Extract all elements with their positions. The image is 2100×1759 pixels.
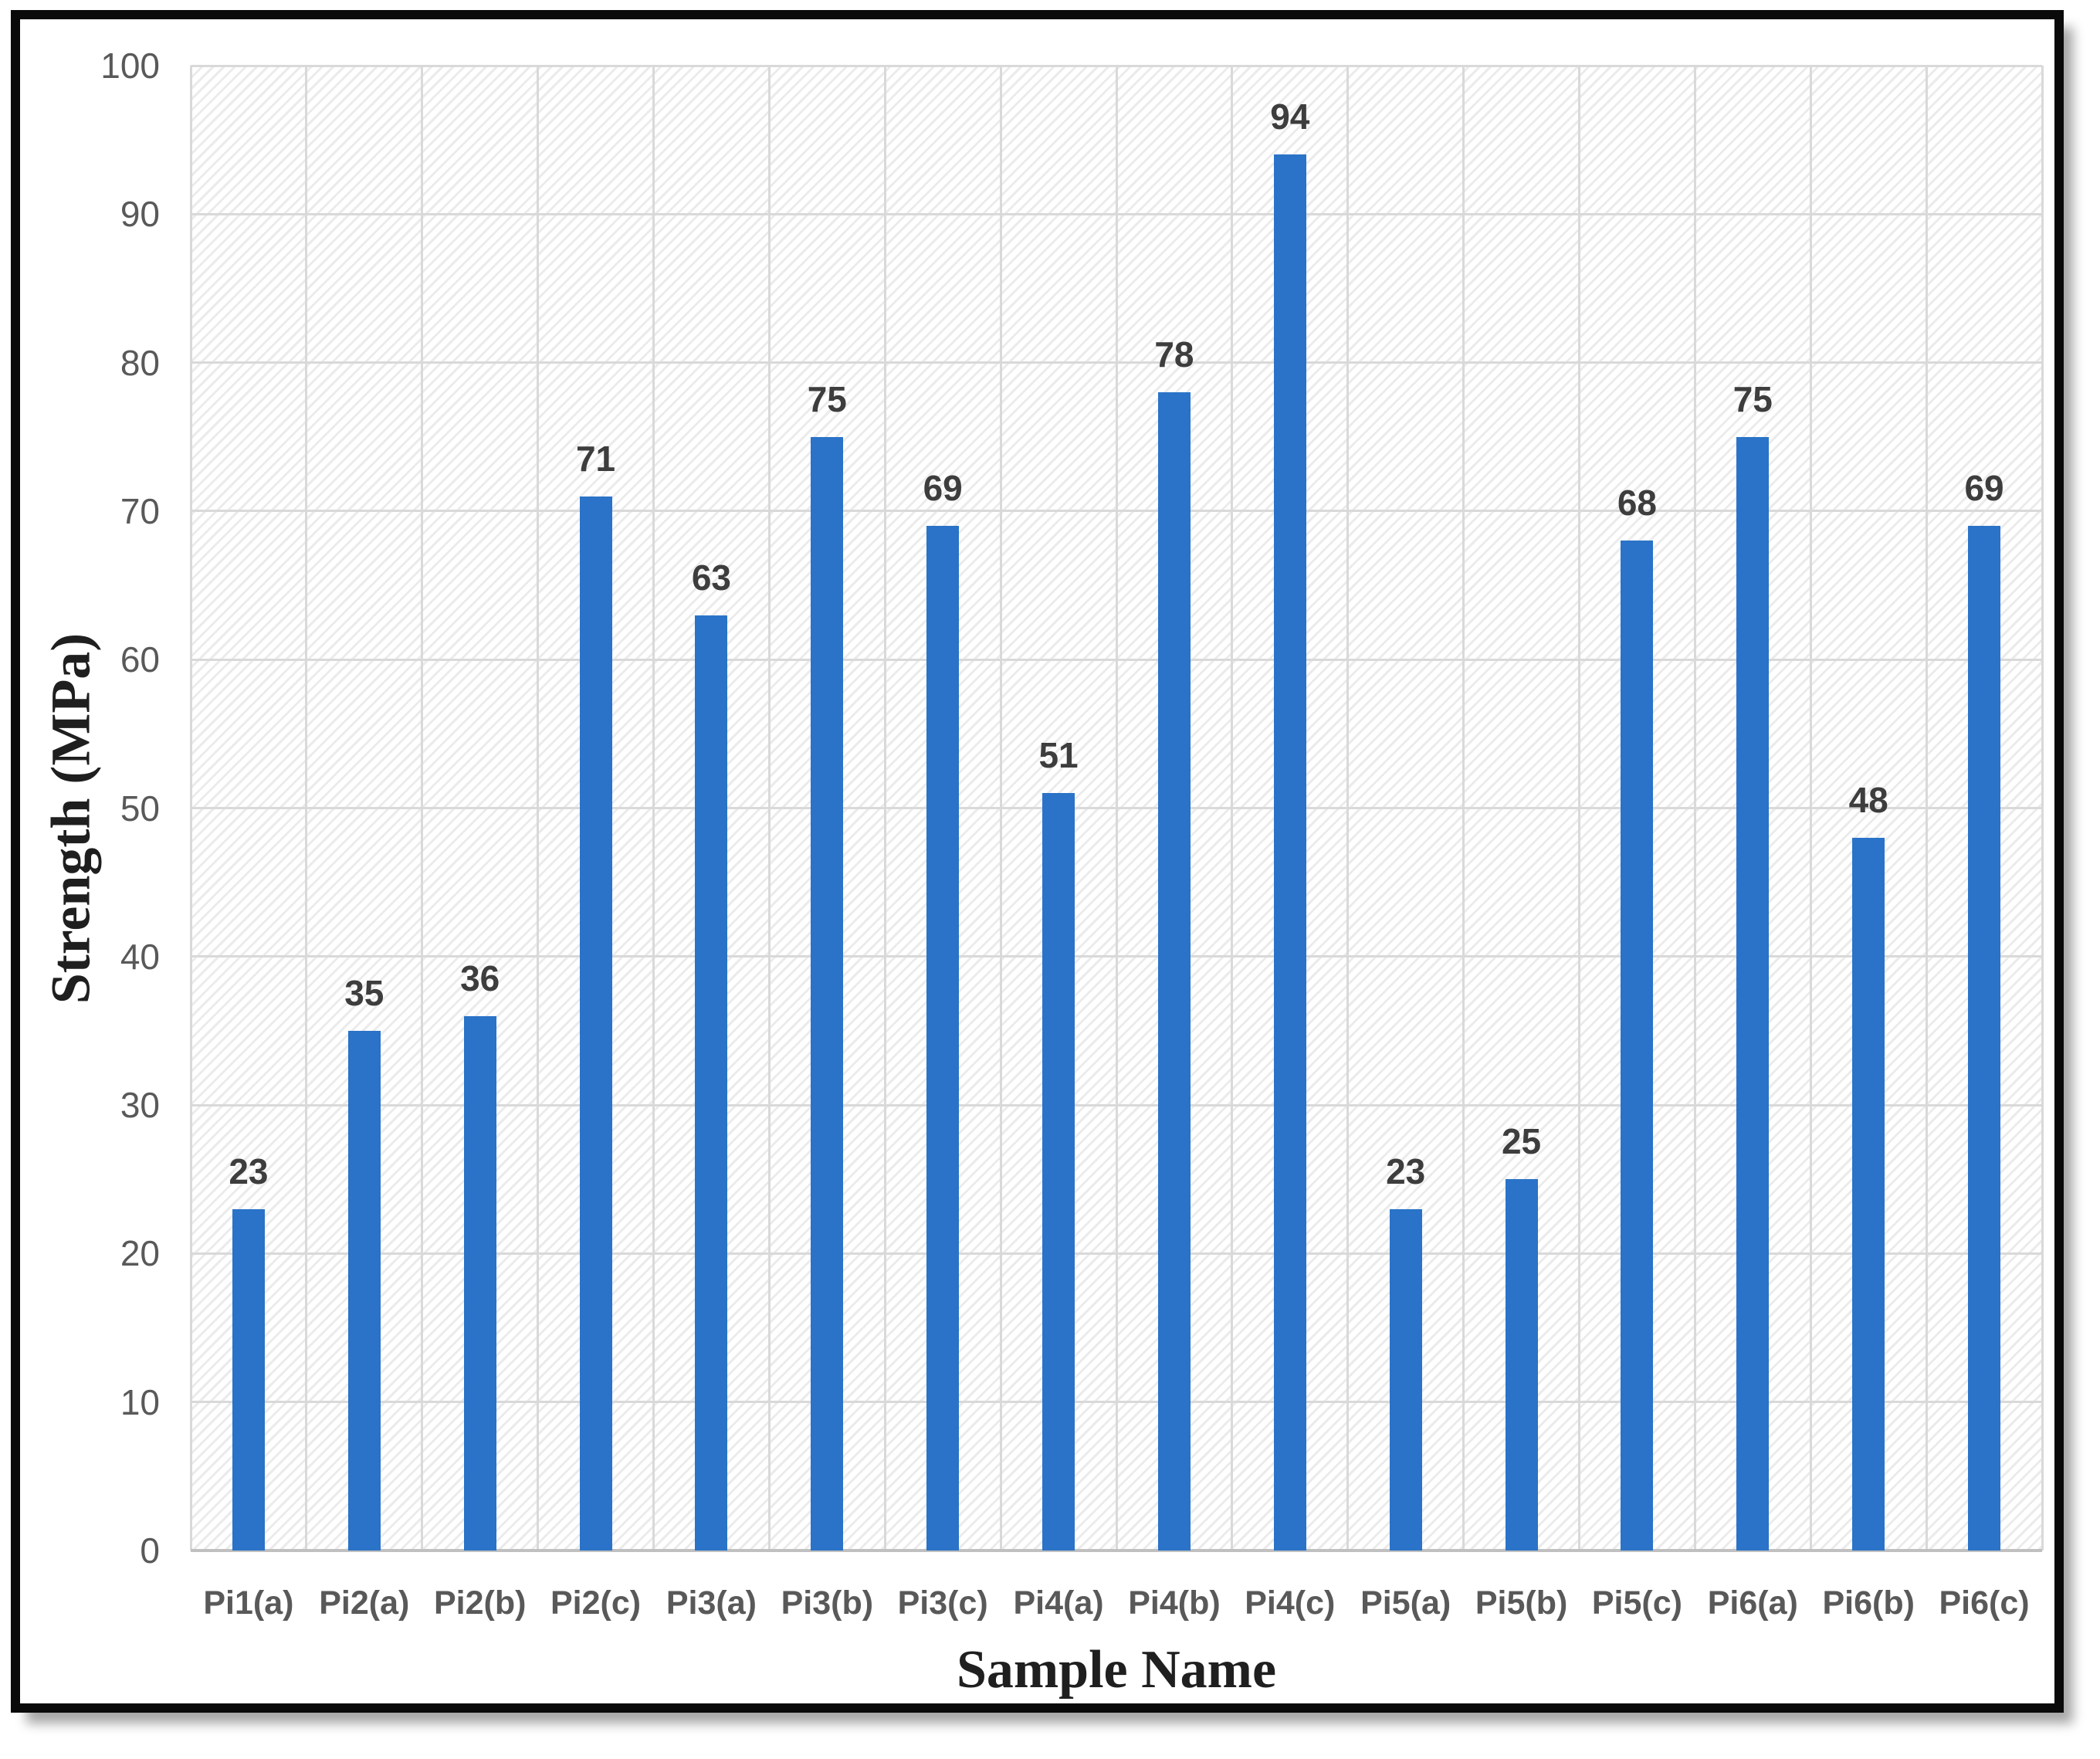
y-tick-label: 10: [120, 1381, 160, 1422]
bar: [463, 1016, 496, 1551]
y-tick-label: 90: [120, 194, 160, 235]
y-tick-label: 0: [140, 1530, 160, 1571]
bar: [1157, 392, 1191, 1551]
bar-value-label: 23: [229, 1151, 269, 1191]
v-gridline: [999, 66, 1002, 1551]
v-gridline: [883, 66, 886, 1551]
x-tick-label: Pi4(a): [1013, 1584, 1104, 1622]
bar: [926, 526, 960, 1551]
bar-value-label: 51: [1038, 735, 1079, 775]
x-tick-label: Pi2(b): [433, 1584, 527, 1622]
v-gridline: [1925, 66, 1928, 1551]
bar-value-label: 75: [1732, 379, 1773, 419]
bar: [1273, 154, 1306, 1551]
v-gridline: [1693, 66, 1696, 1551]
v-gridline: [305, 66, 308, 1551]
bar: [1042, 793, 1075, 1551]
bar-value-label: 48: [1848, 780, 1888, 820]
x-tick-label: Pi5(c): [1591, 1584, 1682, 1622]
v-gridline: [1809, 66, 1812, 1551]
x-axis-title: Sample Name: [956, 1640, 1277, 1700]
bar: [1968, 526, 2001, 1551]
v-gridline: [1346, 66, 1350, 1551]
v-gridline: [767, 66, 771, 1551]
v-gridline: [421, 66, 424, 1551]
x-tick-label: Pi6(c): [1939, 1584, 2030, 1622]
x-tick-label: Pi3(b): [781, 1584, 874, 1622]
bar-value-label: 68: [1617, 483, 1658, 523]
bar-value-label: 23: [1386, 1151, 1426, 1191]
v-gridline: [1578, 66, 1580, 1551]
bar-value-label: 78: [1154, 334, 1194, 375]
y-tick-label: 100: [100, 46, 160, 86]
y-axis-title: Strength (MPa): [39, 632, 102, 1005]
bar-value-label: 63: [691, 558, 732, 598]
y-tick-label: 70: [120, 490, 160, 531]
x-tick-label: Pi3(c): [897, 1584, 988, 1622]
bar: [1852, 838, 1885, 1551]
x-tick-label: Pi2(a): [319, 1584, 410, 1622]
x-tick-label: Pi6(a): [1707, 1584, 1798, 1622]
bar: [579, 497, 612, 1551]
bar-value-label: 25: [1501, 1121, 1542, 1161]
v-gridline: [1231, 66, 1234, 1551]
bar-value-label: 69: [923, 468, 963, 508]
y-tick-label: 60: [120, 639, 160, 680]
bar-value-label: 71: [575, 439, 616, 479]
v-gridline: [2041, 66, 2044, 1551]
x-axis-line: [191, 1549, 2042, 1552]
x-tick-label: Pi4(b): [1128, 1584, 1221, 1622]
v-gridline: [1462, 66, 1465, 1551]
v-gridline: [1115, 66, 1118, 1551]
x-tick-label: Pi1(a): [203, 1584, 294, 1622]
y-tick-label: 50: [120, 788, 160, 829]
x-tick-label: Pi2(c): [550, 1584, 642, 1622]
bar: [1736, 437, 1770, 1551]
bar: [811, 437, 844, 1551]
v-gridline: [537, 66, 540, 1551]
bar: [232, 1209, 265, 1551]
x-tick-label: Pi6(b): [1822, 1584, 1915, 1622]
bar-value-label: 69: [1964, 468, 2004, 508]
y-tick-label: 20: [120, 1233, 160, 1274]
y-tick-label: 40: [120, 936, 160, 977]
x-tick-label: Pi4(c): [1245, 1584, 1336, 1622]
x-tick-label: Pi5(b): [1475, 1584, 1568, 1622]
bar: [695, 615, 728, 1551]
bar-value-label: 75: [807, 379, 847, 419]
bar-value-label: 36: [460, 958, 500, 998]
x-tick-label: Pi3(a): [666, 1584, 757, 1622]
v-gridline: [189, 66, 192, 1551]
bar: [347, 1031, 381, 1551]
y-tick-label: 30: [120, 1085, 160, 1126]
bar: [1505, 1179, 1538, 1551]
bar-value-label: 35: [344, 973, 384, 1013]
v-gridline: [652, 66, 655, 1551]
bar: [1621, 541, 1654, 1551]
y-tick-label: 80: [120, 342, 160, 383]
x-tick-label: Pi5(a): [1360, 1584, 1451, 1622]
bar: [1389, 1209, 1422, 1551]
bar-value-label: 94: [1270, 97, 1310, 137]
